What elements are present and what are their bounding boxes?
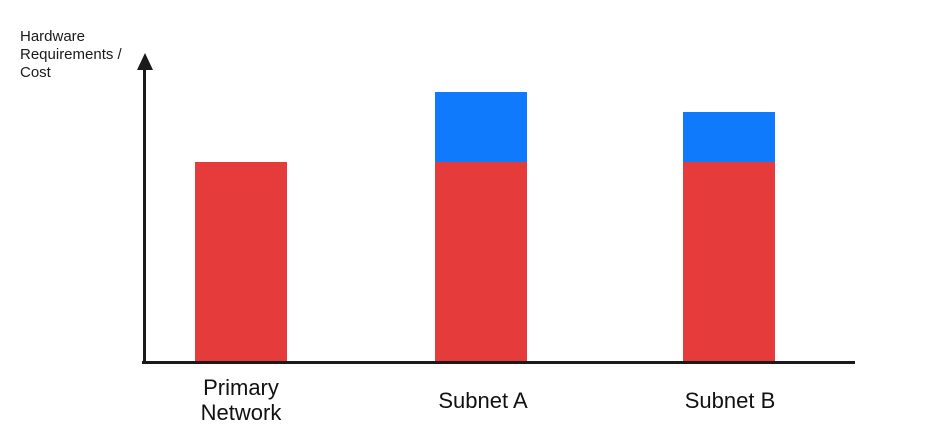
bar-segment-red-subnet-b	[683, 162, 775, 362]
bar-segment-red-primary-network	[195, 162, 287, 362]
y-axis-line	[143, 67, 146, 364]
bar-segment-red-subnet-a	[435, 162, 527, 362]
y-axis-arrow-icon	[137, 53, 153, 70]
bar-segment-blue-subnet-a	[435, 92, 527, 162]
bar-segment-blue-subnet-b	[683, 112, 775, 162]
x-axis-line	[142, 361, 855, 364]
category-label-subnet-a: Subnet A	[438, 387, 528, 413]
category-label-subnet-b: Subnet B	[684, 387, 776, 413]
category-label-primary-network: Primary Network	[200, 375, 282, 425]
y-axis-label: Hardware Requirements / Cost	[20, 28, 122, 81]
